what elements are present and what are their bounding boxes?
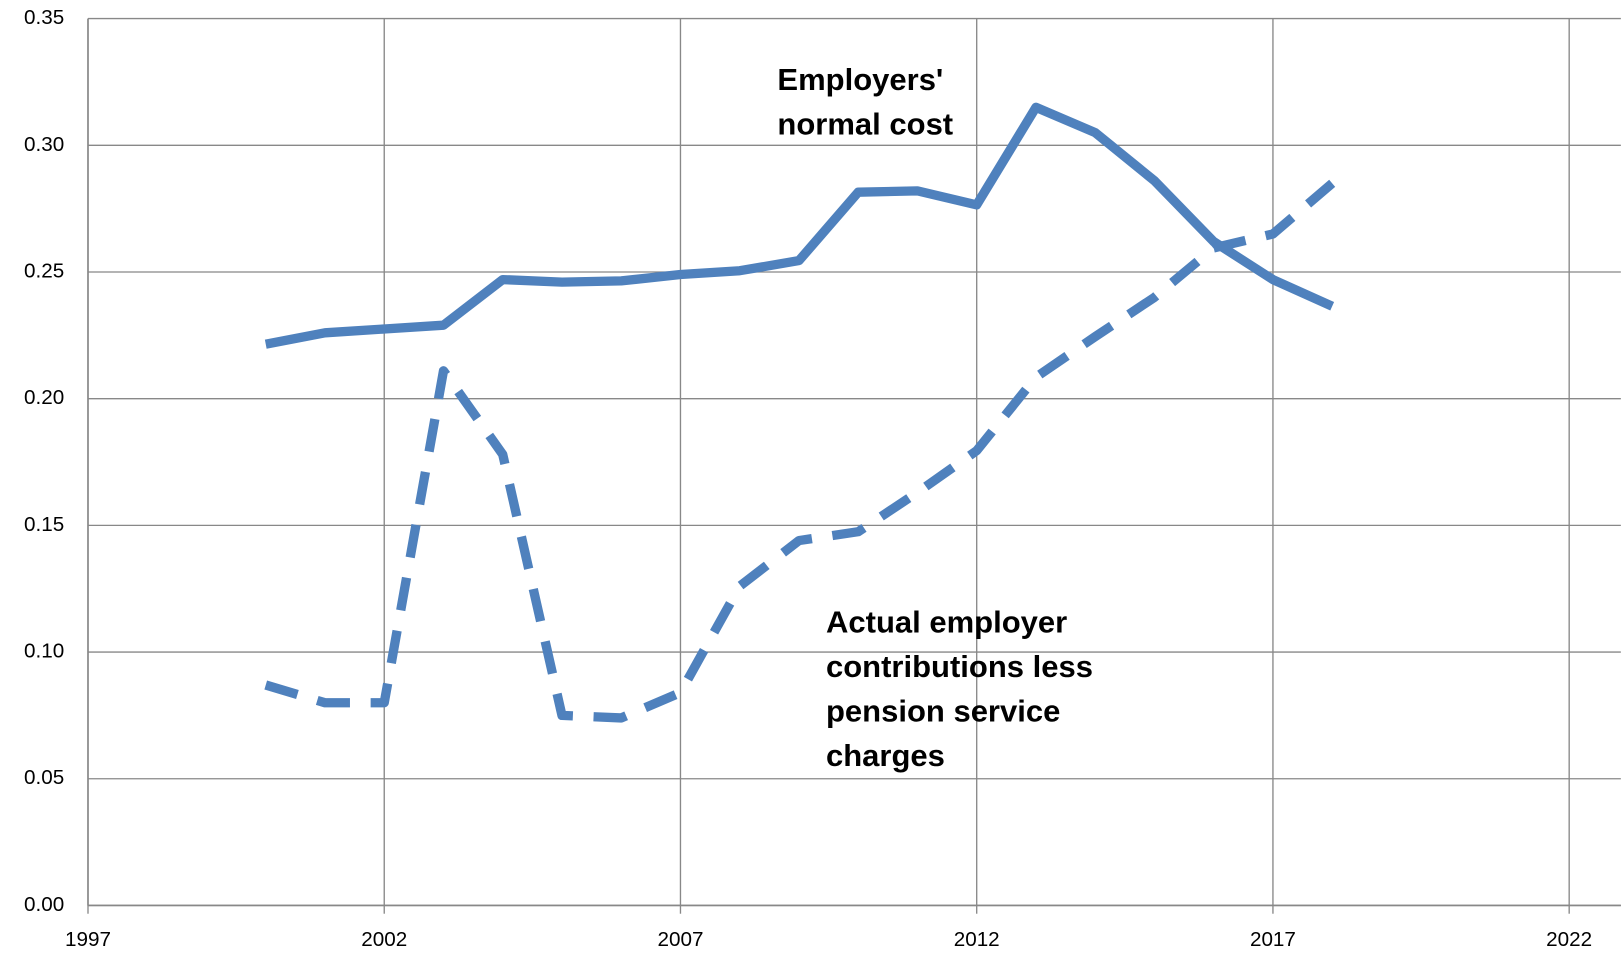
y-tick-label: 0.10	[24, 640, 64, 663]
x-tick-label: 1997	[65, 928, 111, 951]
annotation: Employers'	[777, 62, 943, 97]
y-tick-label: 0.05	[24, 766, 64, 789]
y-tick-label: 0.15	[24, 513, 64, 536]
annotation: contributions less	[826, 649, 1093, 684]
y-tick-label: 0.25	[24, 259, 64, 282]
x-tick-label: 2022	[1546, 928, 1592, 951]
series-line	[264, 179, 1336, 723]
y-tick-label: 0.00	[24, 893, 64, 916]
y-tick-label: 0.20	[24, 386, 64, 409]
annotation: charges	[826, 738, 945, 773]
annotation: pension service	[826, 693, 1060, 728]
x-tick-label: 2002	[361, 928, 407, 951]
series-line	[264, 102, 1335, 349]
x-tick-label: 2017	[1250, 928, 1296, 951]
y-tick-label: 0.35	[24, 6, 64, 29]
annotation: normal cost	[777, 106, 953, 141]
y-tick-label: 0.30	[24, 133, 64, 156]
x-tick-label: 2012	[954, 928, 1000, 951]
annotation: Actual employer	[826, 605, 1067, 640]
x-tick-label: 2007	[657, 928, 703, 951]
